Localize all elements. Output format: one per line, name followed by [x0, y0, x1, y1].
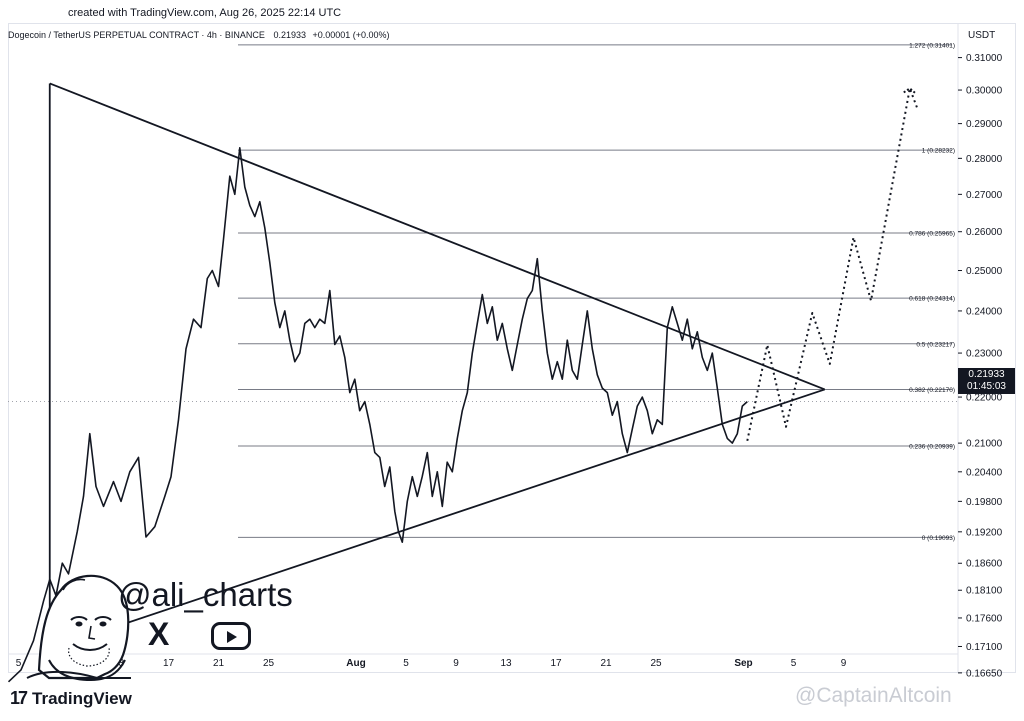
y-tick-label: 0.31000	[966, 53, 1003, 64]
price-axis: USDT 0.31000 0.30000 0.29000 0.28000 0.27000 0…	[957, 24, 1003, 679]
created-caption: created with TradingView.com, Aug 26, 20…	[68, 7, 342, 19]
fib-level-label: 0.5 (0.23217)	[916, 341, 955, 348]
y-tick-label: 0.25000	[966, 266, 1003, 277]
projection-path	[746, 87, 919, 442]
time-axis: 5913172125Aug5913172125Sep59	[8, 653, 958, 669]
price-change: +0.00001 (+0.00%)	[312, 30, 390, 40]
y-tick-label: 0.22000	[966, 393, 1003, 404]
fib-level-label: 1.272 (0.31401)	[909, 42, 955, 49]
x-tick-label: 21	[600, 658, 612, 669]
y-tick-label: 0.16650	[966, 668, 1003, 679]
x-tick-label: Sep	[734, 658, 752, 669]
x-tick-label: 17	[550, 658, 562, 669]
y-tick-label: 0.20400	[966, 467, 1003, 478]
y-tick-label: 0.19800	[966, 497, 1003, 508]
symbol-title: Dogecoin / TetherUS PERPETUAL CONTRACT ·…	[8, 30, 265, 40]
y-tick-label: 0.23000	[966, 349, 1003, 360]
fib-level-label: 0.236 (0.20939)	[909, 443, 955, 450]
badge-countdown: 01:45:03	[967, 381, 1006, 392]
author-handle: @ali_charts	[118, 576, 293, 613]
x-tick-label: 9	[453, 658, 459, 669]
tradingview-wordmark: TradingView	[32, 688, 132, 708]
y-tick-label: 0.17600	[966, 613, 1003, 624]
watermark-text: @CaptainAltcoin	[795, 684, 952, 707]
badge-price: 0.21933	[968, 369, 1005, 380]
current-price-badge: 0.21933 01:45:03	[958, 368, 1015, 394]
x-tick-label: 5	[403, 658, 409, 669]
axis-currency: USDT	[968, 30, 995, 41]
y-tick-label: 0.26000	[966, 227, 1003, 238]
projection-arrowhead	[903, 87, 917, 95]
x-tick-label: 17	[163, 658, 175, 669]
chart-frame	[8, 23, 1016, 673]
tradingview-mark-icon: 17	[10, 688, 28, 708]
fibonacci-levels: 1.272 (0.31401) 1 (0.28232) 0.786 (0.25965…	[8, 42, 958, 542]
fib-level-label: 1 (0.28232)	[922, 148, 955, 155]
y-tick-label: 0.24000	[966, 306, 1003, 317]
price-series	[7, 87, 919, 683]
fib-level-label: 0.786 (0.25965)	[909, 231, 955, 238]
triangle-lower-trendline	[49, 388, 826, 650]
captainaltcoin-watermark: @CaptainAltcoin	[795, 684, 952, 708]
y-tick-label: 0.19200	[966, 527, 1003, 538]
youtube-icon[interactable]	[211, 622, 251, 650]
x-tick-label: 9	[841, 658, 847, 669]
y-tick-label: 0.18100	[966, 586, 1003, 597]
fib-level-label: 0.618 (0.24314)	[909, 296, 955, 303]
y-tick-label: 0.21000	[966, 439, 1003, 450]
x-tick-label: 25	[263, 658, 275, 669]
y-tick-label: 0.17100	[966, 642, 1003, 653]
symbol-headline: Dogecoin / TetherUS PERPETUAL CONTRACT ·…	[8, 30, 390, 40]
y-tick-label: 0.18600	[966, 559, 1003, 570]
x-tick-label: 25	[650, 658, 662, 669]
tradingview-logo[interactable]: 17 TradingView	[10, 688, 132, 709]
price-line	[7, 147, 748, 683]
avatar-illustration	[26, 574, 131, 682]
x-tick-label: Aug	[346, 658, 365, 669]
x-icon[interactable]: X	[148, 616, 170, 652]
y-tick-label: 0.27000	[966, 190, 1003, 201]
x-tick-label: 5	[791, 658, 797, 669]
fib-level-label: 0.382 (0.22170)	[909, 387, 955, 394]
fib-level-label: 0 (0.19093)	[922, 535, 955, 542]
last-price: 0.21933	[273, 30, 306, 40]
x-tick-label: 21	[213, 658, 225, 669]
x-tick-label: 5	[16, 658, 22, 669]
y-tick-label: 0.30000	[966, 86, 1003, 97]
y-tick-label: 0.28000	[966, 154, 1003, 165]
x-tick-label: 13	[500, 658, 512, 669]
y-tick-label: 0.29000	[966, 119, 1003, 130]
